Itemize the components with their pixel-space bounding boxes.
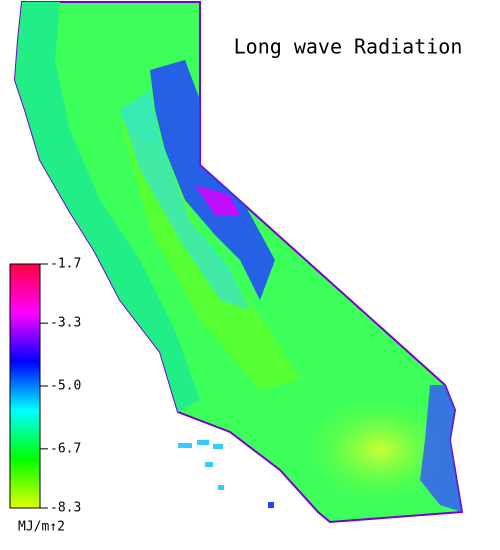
island — [218, 485, 224, 490]
cyan-band — [120, 90, 250, 310]
colorbar-fill — [9, 263, 41, 509]
island — [213, 444, 223, 449]
islands — [178, 440, 274, 508]
colorbar-unit: MJ/m↑2 — [18, 520, 65, 535]
sierra-peaks — [195, 185, 240, 215]
colorbar-tick-label: -8.3 — [50, 501, 81, 516]
south-warm — [300, 395, 460, 505]
island — [197, 440, 209, 445]
island — [268, 502, 274, 508]
colorbar-tick-label: -5.0 — [50, 379, 81, 394]
island — [205, 462, 213, 467]
coast-band — [15, 2, 200, 412]
colorbar: -1.7 -3.3 -5.0 -6.7 -8.3 — [9, 257, 81, 516]
sierra-cold — [150, 60, 275, 300]
colorbar-tick-label: -3.3 — [50, 316, 81, 331]
east-cold — [420, 385, 462, 512]
colorbar-tick-label: -1.7 — [50, 257, 81, 272]
colorbar-tick-label: -6.7 — [50, 441, 81, 456]
california-map — [13, 1, 464, 524]
map-title: Long wave Radiation — [234, 35, 463, 59]
island — [178, 443, 192, 448]
